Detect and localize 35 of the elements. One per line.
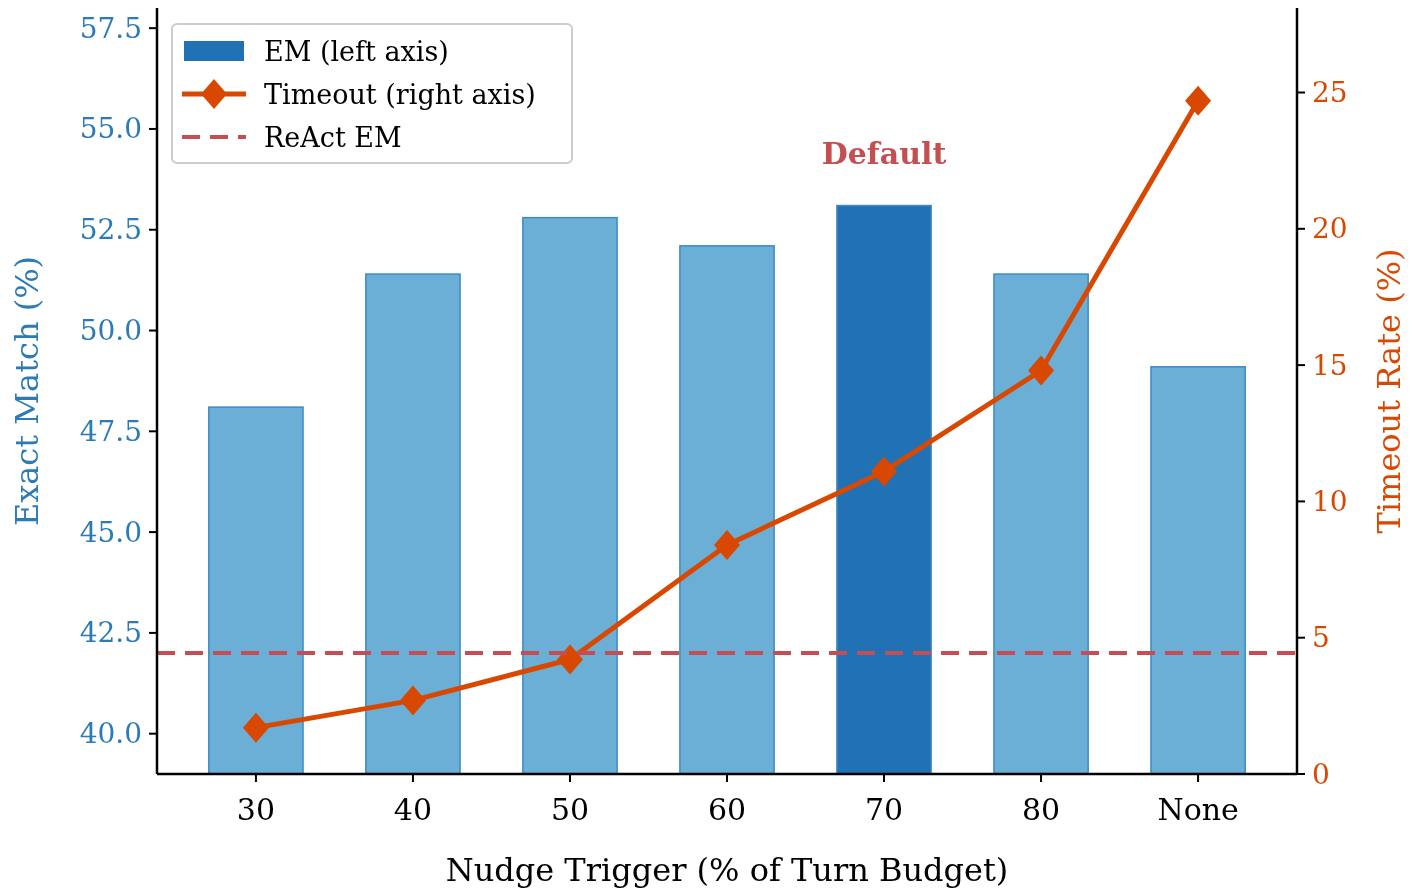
y-tick-label: 40.0 bbox=[79, 717, 142, 751]
y-tick-label: 57.5 bbox=[79, 11, 142, 45]
x-tick-label: 40 bbox=[393, 792, 433, 827]
x-axis-title: Nudge Trigger (% of Turn Budget) bbox=[445, 851, 1009, 889]
y2-tick-label: 15 bbox=[1312, 348, 1348, 382]
x-tick-label: 80 bbox=[1021, 792, 1061, 827]
y2-tick-label: 10 bbox=[1312, 484, 1348, 518]
y2-axis-title: Timeout Rate (%) bbox=[1370, 248, 1408, 534]
point bbox=[1185, 85, 1212, 116]
y-tick-label: 52.5 bbox=[79, 213, 142, 247]
point bbox=[556, 644, 583, 675]
y-tick-label: 45.0 bbox=[79, 515, 142, 549]
point bbox=[399, 685, 426, 716]
point bbox=[871, 456, 898, 487]
y2-tick-label: 20 bbox=[1312, 212, 1348, 246]
x-tick-label: None bbox=[1157, 792, 1239, 827]
y-tick-label: 55.0 bbox=[79, 112, 142, 146]
legend-label: Timeout (right axis) bbox=[264, 78, 536, 110]
point bbox=[1028, 355, 1055, 386]
legend-label: EM (left axis) bbox=[264, 35, 449, 67]
x-tick-label: 50 bbox=[550, 792, 590, 827]
x-tick-label: 60 bbox=[707, 792, 747, 827]
y-tick-label: 50.0 bbox=[79, 314, 142, 348]
annotation: Default bbox=[821, 135, 947, 171]
legend-label: ReAct EM bbox=[264, 121, 402, 153]
y2-tick-label: 25 bbox=[1312, 76, 1348, 110]
point bbox=[242, 712, 269, 743]
y2-tick-label: 0 bbox=[1312, 757, 1330, 791]
x-tick-label: 30 bbox=[236, 792, 276, 827]
y-tick-label: 42.5 bbox=[79, 616, 142, 650]
point bbox=[714, 530, 740, 561]
y-tick-label: 47.5 bbox=[79, 414, 142, 448]
x-tick-label: 70 bbox=[864, 792, 904, 827]
y-axis-title: Exact Match (%) bbox=[8, 255, 46, 527]
y2-tick-label: 5 bbox=[1312, 621, 1330, 655]
